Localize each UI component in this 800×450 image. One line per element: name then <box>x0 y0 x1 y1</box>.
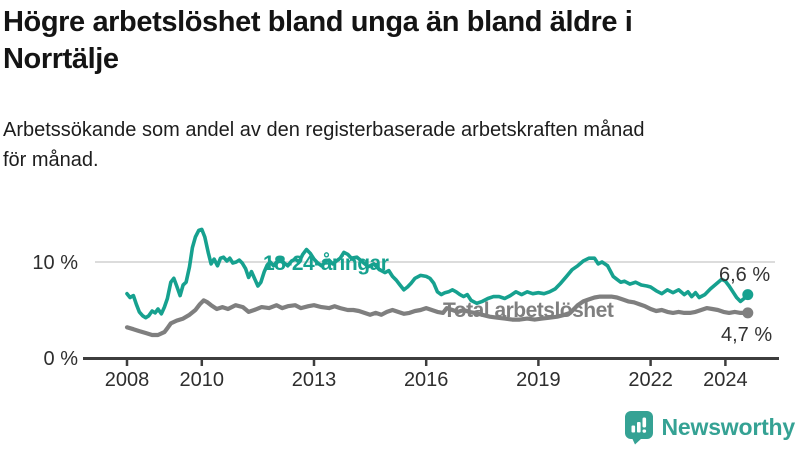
newsworthy-bubble-chart-icon <box>624 410 653 444</box>
end-dot-total <box>742 307 754 319</box>
x-tick-label: 2019 <box>516 369 561 391</box>
newsworthy-brand-text: Newsworthy <box>661 413 796 440</box>
newsworthy-logo[interactable]: Newsworthy <box>624 409 795 445</box>
series-label-youth: 18-24-åringar <box>263 252 389 275</box>
page-title-line1: Högre arbetslöshet bland unga än bland ä… <box>3 6 633 38</box>
end-dot-youth <box>742 289 754 301</box>
end-value-label-total: 4,7 % <box>721 324 772 346</box>
page-title: Högre arbetslöshet bland unga än bland ä… <box>3 4 633 78</box>
series-path-total <box>124 294 750 338</box>
y-tick-label-0: 0 % <box>44 348 79 370</box>
x-axis-ticks: 2008 2010 2013 2016 2019 2022 2024 <box>105 358 748 391</box>
x-tick-label: 2010 <box>180 369 225 391</box>
page-title-line2: Norrtälje <box>3 43 119 75</box>
x-tick-label: 2013 <box>292 369 337 391</box>
x-tick-label: 2024 <box>703 369 748 391</box>
line-chart: 2008 2010 2013 2016 2019 2022 2024 10 % 0 % 18… <box>32 227 779 391</box>
y-tick-label-10: 10 % <box>32 252 78 274</box>
x-tick-label: 2016 <box>404 369 449 391</box>
series-lines <box>124 227 754 338</box>
chart-subtitle-line2: för månad. <box>3 149 99 171</box>
series-label-total: Total arbetslöshet <box>443 299 614 322</box>
chart-subtitle: Arbetssökande som andel av den registerb… <box>3 115 645 175</box>
end-value-label-youth: 6,6 % <box>719 264 770 286</box>
series-path-youth <box>125 227 750 320</box>
x-tick-label: 2022 <box>628 369 673 391</box>
chart-subtitle-line1: Arbetssökande som andel av den registerb… <box>3 119 645 141</box>
x-tick-label: 2008 <box>105 369 150 391</box>
